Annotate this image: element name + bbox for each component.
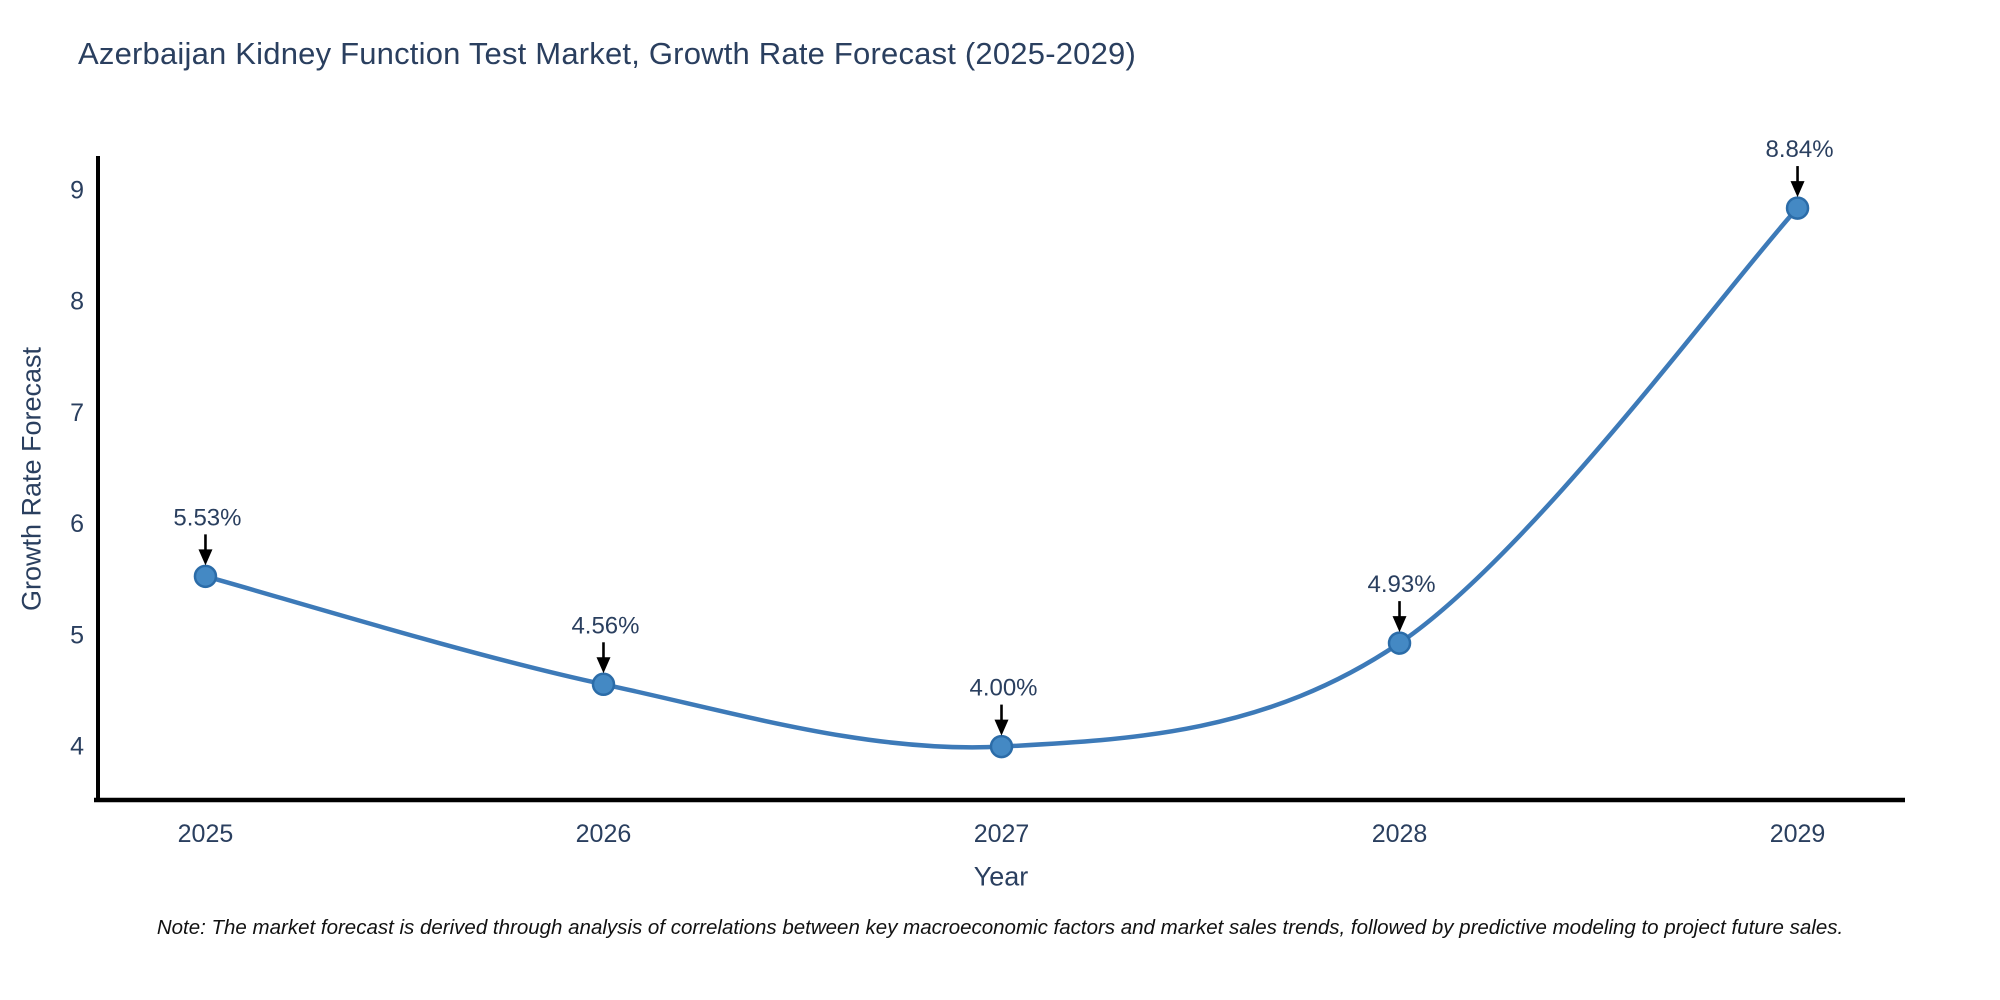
y-tick-label: 6 (70, 510, 84, 538)
y-tick-label: 4 (70, 733, 84, 761)
annotation-arrowhead (596, 657, 611, 674)
data-point-marker (1785, 196, 1810, 220)
x-tick-label: 2027 (974, 820, 1030, 848)
data-point-marker (193, 564, 218, 589)
y-tick-label: 9 (70, 176, 84, 204)
annotation-arrowhead (1392, 616, 1407, 633)
chart-title: Azerbaijan Kidney Function Test Market, … (78, 36, 1137, 71)
annotation-label: 8.84% (1766, 136, 1834, 163)
x-tick-label: 2028 (1372, 820, 1428, 848)
annotation-label: 4.00% (969, 675, 1037, 702)
annotation-label: 4.56% (571, 612, 639, 639)
x-tick-label: 2026 (576, 820, 632, 848)
annotation-arrowhead (994, 719, 1009, 736)
annotation-label: 4.93% (1367, 571, 1435, 598)
annotation-arrowhead (1790, 181, 1805, 198)
x-axis-title: Year (973, 861, 1029, 892)
data-point-marker (989, 734, 1014, 759)
series-line (203, 205, 1800, 750)
annotation-label: 5.53% (173, 504, 241, 531)
annotation-arrowhead (198, 549, 213, 566)
x-tick-label: 2025 (178, 820, 234, 848)
footnote: Note: The market forecast is derived thr… (156, 916, 1844, 939)
x-tick-label: 2029 (1770, 820, 1826, 848)
y-axis-title: Growth Rate Forecast (16, 346, 47, 612)
data-point-marker (591, 672, 616, 697)
y-tick-label: 5 (70, 621, 84, 649)
y-tick-label: 8 (70, 288, 84, 316)
data-point-marker (1387, 631, 1412, 655)
y-tick-label: 7 (70, 399, 84, 427)
